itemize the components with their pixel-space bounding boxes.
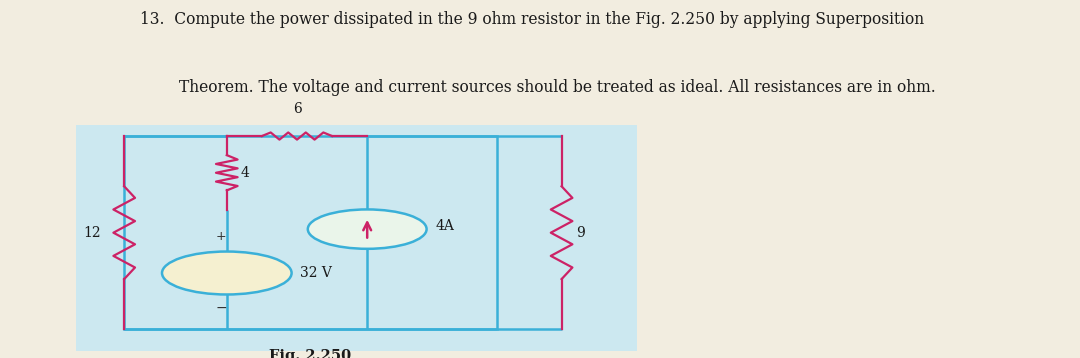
Text: −: −	[216, 301, 227, 315]
Circle shape	[162, 252, 292, 295]
Text: 32 V: 32 V	[300, 266, 333, 280]
Text: 4: 4	[241, 166, 249, 180]
Text: +: +	[216, 229, 227, 243]
Text: 6: 6	[293, 102, 301, 116]
Circle shape	[308, 209, 427, 249]
Bar	[124, 136, 497, 329]
Text: 13.  Compute the power dissipated in the 9 ohm resistor in the Fig. 2.250 by app: 13. Compute the power dissipated in the …	[140, 11, 924, 28]
Text: Fig. 2.250: Fig. 2.250	[269, 349, 352, 358]
Text: 12: 12	[83, 226, 100, 240]
Text: 9: 9	[576, 226, 584, 240]
Text: Theorem. The voltage and current sources should be treated as ideal. All resista: Theorem. The voltage and current sources…	[140, 79, 936, 96]
Text: 4A: 4A	[435, 218, 454, 233]
Bar	[76, 125, 637, 351]
